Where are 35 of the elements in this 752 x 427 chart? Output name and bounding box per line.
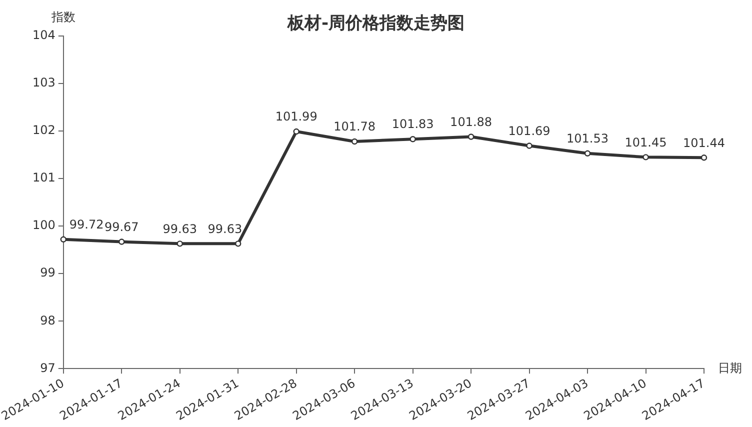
point	[410, 136, 416, 142]
point	[584, 150, 591, 156]
x-axis-title: 日期	[718, 360, 742, 375]
data-label: 101.44	[683, 136, 725, 150]
point	[642, 154, 649, 160]
data-label: 101.69	[508, 124, 550, 138]
data-label: 99.63	[208, 222, 242, 236]
y-tick-label: 98	[40, 313, 56, 328]
point	[60, 236, 66, 242]
y-axis-title: 指数	[50, 10, 76, 24]
point	[700, 154, 708, 161]
point	[176, 240, 183, 247]
point	[293, 128, 300, 135]
y-tick-label: 99	[40, 266, 56, 280]
y-tick-label: 104	[32, 28, 56, 42]
point	[351, 138, 358, 145]
point	[468, 134, 474, 140]
point	[235, 240, 242, 247]
y-tick-label: 101	[32, 170, 56, 185]
chart-title: 板材-周价格指数走势图	[286, 13, 465, 34]
data-label: 101.78	[334, 120, 376, 134]
data-label: 101.53	[566, 132, 609, 146]
point	[118, 238, 125, 245]
point	[526, 142, 532, 149]
y-tick-label: 97	[40, 360, 56, 375]
data-label: 101.99	[275, 110, 318, 124]
y-tick-label: 103	[32, 76, 56, 90]
data-label: 101.83	[392, 117, 434, 132]
data-label: 101.88	[450, 114, 492, 129]
data-label: 99.63	[162, 222, 198, 236]
y-tick-label: 100	[32, 218, 56, 232]
y-tick-label: 102	[32, 123, 56, 138]
data-label: 99.67	[104, 220, 139, 234]
data-label: 99.72	[69, 218, 104, 232]
data-label: 101.45	[624, 135, 667, 150]
